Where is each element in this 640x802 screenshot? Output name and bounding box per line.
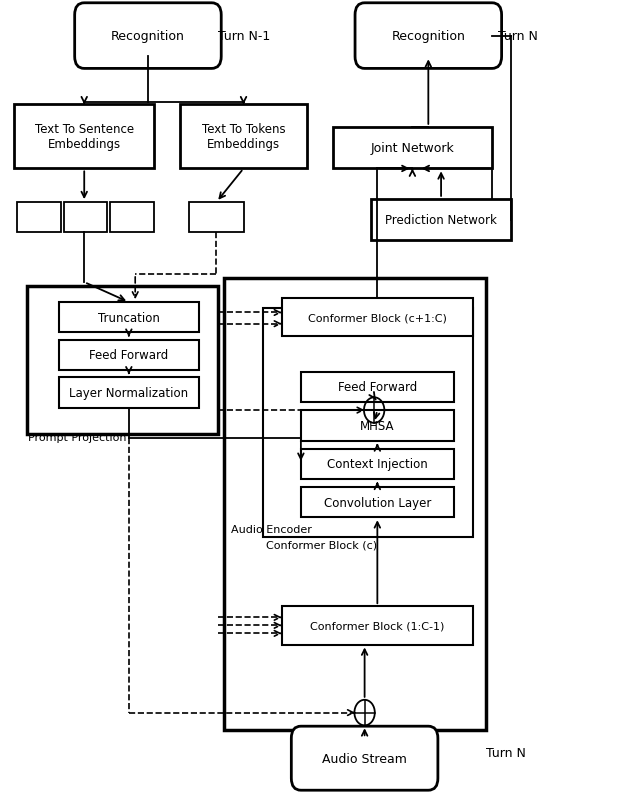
- Text: Turn N-1: Turn N-1: [218, 30, 270, 43]
- Text: Recognition: Recognition: [392, 30, 465, 43]
- FancyBboxPatch shape: [75, 4, 221, 69]
- FancyBboxPatch shape: [282, 298, 473, 337]
- Bar: [27, 286, 218, 435]
- Text: Conformer Block (c+1:C): Conformer Block (c+1:C): [308, 313, 447, 323]
- Text: Turn N: Turn N: [499, 30, 538, 43]
- Text: Recognition: Recognition: [111, 30, 185, 43]
- Text: Prediction Network: Prediction Network: [385, 214, 497, 227]
- Text: Audio Stream: Audio Stream: [322, 751, 407, 765]
- Text: Feed Forward: Feed Forward: [338, 381, 417, 394]
- FancyBboxPatch shape: [180, 105, 307, 169]
- FancyBboxPatch shape: [301, 449, 454, 480]
- Text: MHSA: MHSA: [360, 419, 395, 432]
- Text: Prompt Projection: Prompt Projection: [28, 433, 127, 443]
- Text: Conformer Block (c): Conformer Block (c): [266, 540, 377, 550]
- Text: Layer Normalization: Layer Normalization: [69, 387, 188, 399]
- Text: Context Injection: Context Injection: [327, 458, 428, 471]
- Bar: [110, 203, 154, 233]
- FancyBboxPatch shape: [59, 378, 199, 408]
- Text: Text To Sentence
Embeddings: Text To Sentence Embeddings: [35, 124, 134, 152]
- Text: Truncation: Truncation: [98, 311, 160, 324]
- Bar: [262, 309, 473, 537]
- FancyBboxPatch shape: [301, 372, 454, 403]
- Text: Convolution Layer: Convolution Layer: [324, 496, 431, 509]
- FancyBboxPatch shape: [301, 411, 454, 441]
- Bar: [64, 203, 107, 233]
- FancyBboxPatch shape: [355, 4, 502, 69]
- Text: Audio Encoder: Audio Encoder: [231, 524, 312, 534]
- FancyBboxPatch shape: [282, 606, 473, 645]
- FancyBboxPatch shape: [14, 105, 154, 169]
- FancyBboxPatch shape: [291, 727, 438, 790]
- Text: Feed Forward: Feed Forward: [89, 349, 168, 362]
- Text: Text To Tokens
Embeddings: Text To Tokens Embeddings: [202, 124, 285, 152]
- Bar: [17, 203, 61, 233]
- Bar: [189, 203, 244, 233]
- FancyBboxPatch shape: [59, 340, 199, 371]
- Text: Conformer Block (1:C-1): Conformer Block (1:C-1): [310, 621, 445, 630]
- FancyBboxPatch shape: [301, 488, 454, 517]
- FancyBboxPatch shape: [333, 128, 492, 169]
- FancyBboxPatch shape: [371, 200, 511, 241]
- Text: Joint Network: Joint Network: [371, 142, 454, 155]
- Text: Turn N: Turn N: [486, 746, 525, 759]
- FancyBboxPatch shape: [59, 302, 199, 333]
- Bar: [225, 279, 486, 731]
